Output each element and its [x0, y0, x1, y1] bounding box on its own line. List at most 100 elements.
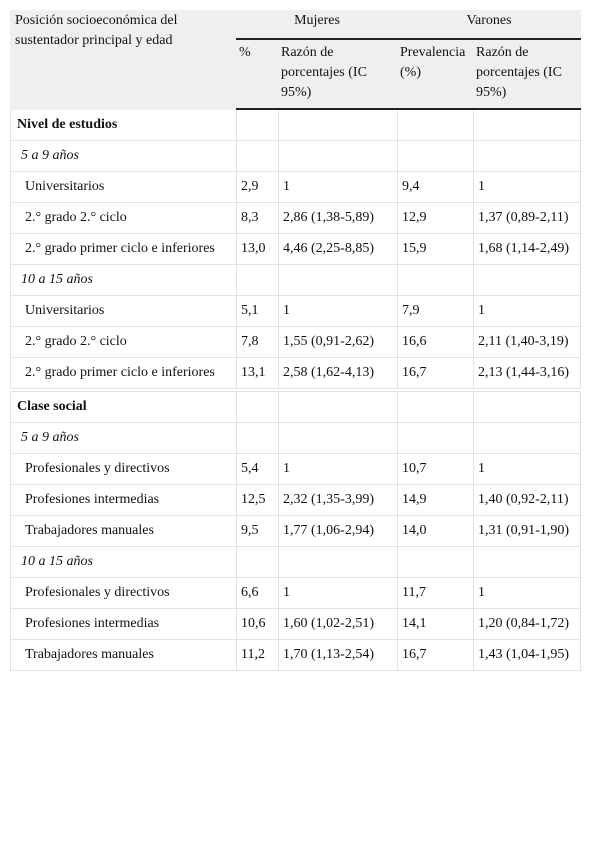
section-row: Nivel de estudios [10, 108, 582, 141]
data-row: 2.° grado primer ciclo e inferiores 13,1 2… [10, 356, 582, 389]
cell: 14,0 [397, 514, 475, 547]
cell: 12,9 [397, 201, 475, 234]
cell: 2,11 (1,40-3,19) [473, 325, 582, 358]
header-row: % Razón de porcentajes (IC 95%) Prevalen… [11, 38, 582, 110]
cell: 10,7 [397, 452, 475, 485]
cell: 1,40 (0,92-2,11) [473, 483, 582, 516]
data-table: Posición socioeconómica del sustentador … [10, 10, 582, 671]
cell: 7,8 [236, 325, 279, 358]
cell: 2,58 (1,62-4,13) [277, 356, 399, 389]
column-header: Prevalencia (%) [397, 38, 475, 110]
cell: 1 [277, 294, 399, 327]
table-body: Nivel de estudios 5 a 9 años Universitario… [10, 108, 582, 671]
data-row: Trabajadores manuales 9,5 1,77 (1,06-2,94)… [10, 514, 582, 547]
cell: 1,31 (0,91-1,90) [473, 514, 582, 547]
section-title: Nivel de estudios [10, 108, 237, 141]
data-row: Trabajadores manuales 11,2 1,70 (1,13-2,54… [10, 638, 582, 671]
cell: 14,1 [397, 607, 475, 640]
cell: 2,13 (1,44-3,16) [473, 356, 582, 389]
data-row: 2.° grado primer ciclo e inferiores 13,0 4… [10, 232, 582, 265]
empty-cell [277, 263, 399, 296]
row-label: Profesiones intermedias [10, 483, 237, 516]
empty-cell [473, 390, 582, 423]
cell: 1 [473, 576, 582, 609]
data-row: Profesionales y directivos 6,6 1 11,7 1 [10, 576, 582, 609]
data-row: Universitarios 2,9 1 9,4 1 [10, 170, 582, 203]
cell: 8,3 [236, 201, 279, 234]
row-label: Profesionales y directivos [10, 576, 237, 609]
cell: 1,60 (1,02-2,51) [277, 607, 399, 640]
section-title: Clase social [10, 390, 237, 423]
cell: 5,1 [236, 294, 279, 327]
row-label: Trabajadores manuales [10, 638, 237, 671]
empty-cell [277, 545, 399, 578]
empty-cell [277, 108, 399, 141]
cell: 2,86 (1,38-5,89) [277, 201, 399, 234]
table-header: Posición socioeconómica del sustentador … [10, 10, 582, 110]
cell: 1,55 (0,91-2,62) [277, 325, 399, 358]
empty-cell [277, 390, 399, 423]
empty-cell [397, 421, 475, 454]
column-header: % [236, 38, 279, 110]
data-row: 2.° grado 2.° ciclo 7,8 1,55 (0,91-2,62) 16… [10, 325, 582, 358]
cell: 1,68 (1,14-2,49) [473, 232, 582, 265]
group-header: Varones [397, 10, 582, 40]
column-header: Razón de porcentajes (IC 95%) [473, 38, 582, 110]
empty-cell [277, 139, 399, 172]
cell: 1,43 (1,04-1,95) [473, 638, 582, 671]
cell: 15,9 [397, 232, 475, 265]
cell: 11,2 [236, 638, 279, 671]
cell: 5,4 [236, 452, 279, 485]
empty-cell [397, 390, 475, 423]
empty-cell [473, 263, 582, 296]
cell: 1 [277, 170, 399, 203]
column-header: Razón de porcentajes (IC 95%) [277, 38, 399, 110]
empty-cell [473, 108, 582, 141]
row-label: 2.° grado primer ciclo e inferiores [10, 356, 237, 389]
cell: 1 [277, 452, 399, 485]
row-label: Universitarios [10, 294, 237, 327]
cell: 1 [473, 170, 582, 203]
cell: 1,77 (1,06-2,94) [277, 514, 399, 547]
cell: 6,6 [236, 576, 279, 609]
cell: 4,46 (2,25-8,85) [277, 232, 399, 265]
group-label: 10 a 15 años [10, 545, 237, 578]
group-row: 5 a 9 años [10, 139, 582, 172]
cell: 9,4 [397, 170, 475, 203]
row-label: Universitarios [10, 170, 237, 203]
cell: 1,37 (0,89-2,11) [473, 201, 582, 234]
empty-cell [473, 139, 582, 172]
row-label: Profesiones intermedias [10, 607, 237, 640]
data-row: Universitarios 5,1 1 7,9 1 [10, 294, 582, 327]
row-label-header: Posición socioeconómica del sustentador … [10, 10, 237, 110]
group-label: 5 a 9 años [10, 421, 237, 454]
empty-cell [277, 421, 399, 454]
cell: 1,70 (1,13-2,54) [277, 638, 399, 671]
row-label: 2.° grado 2.° ciclo [10, 325, 237, 358]
cell: 1,20 (0,84-1,72) [473, 607, 582, 640]
empty-cell [236, 263, 279, 296]
empty-cell [236, 545, 279, 578]
empty-cell [236, 108, 279, 141]
cell: 7,9 [397, 294, 475, 327]
row-label: 2.° grado primer ciclo e inferiores [10, 232, 237, 265]
data-row: Profesionales y directivos 5,4 1 10,7 1 [10, 452, 582, 485]
empty-cell [236, 421, 279, 454]
cell: 13,0 [236, 232, 279, 265]
data-row: 2.° grado 2.° ciclo 8,3 2,86 (1,38-5,89) 12… [10, 201, 582, 234]
row-label: Profesionales y directivos [10, 452, 237, 485]
cell: 1 [473, 452, 582, 485]
data-row: Profesiones intermedias 12,5 2,32 (1,35-3,… [10, 483, 582, 516]
empty-cell [397, 263, 475, 296]
cell: 16,6 [397, 325, 475, 358]
group-label: 5 a 9 años [10, 139, 237, 172]
group-row: 10 a 15 años [10, 263, 582, 296]
empty-cell [236, 390, 279, 423]
group-row: 10 a 15 años [10, 545, 582, 578]
empty-cell [236, 139, 279, 172]
cell: 14,9 [397, 483, 475, 516]
section-row: Clase social [10, 390, 582, 423]
cell: 11,7 [397, 576, 475, 609]
cell: 13,1 [236, 356, 279, 389]
